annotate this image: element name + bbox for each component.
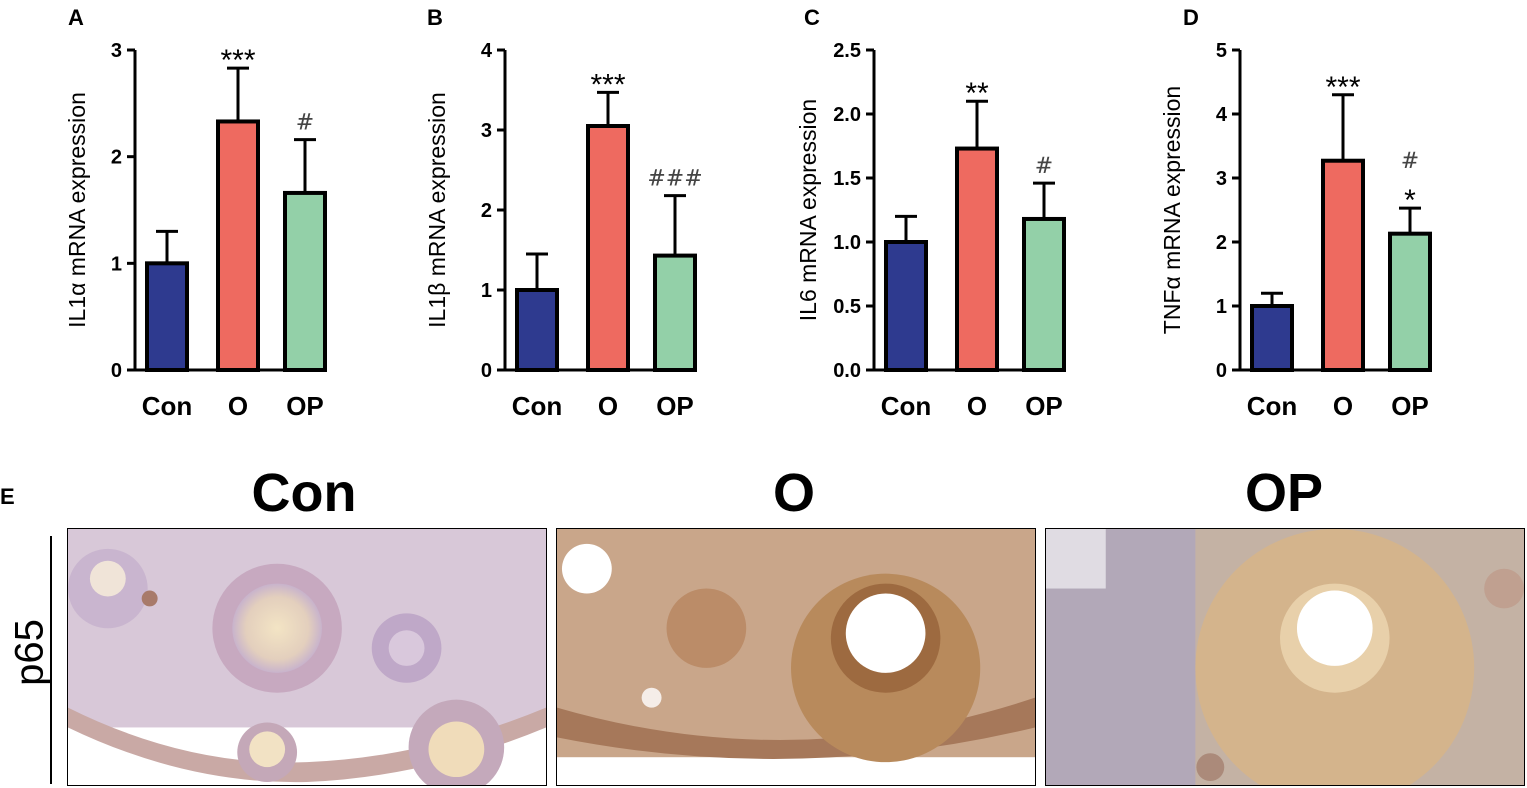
bar-con [884,240,928,372]
y-tick-label: 0.5 [833,296,861,318]
y-tick-label: 1 [481,280,492,302]
y-axis-label: IL1β mRNA expression [424,92,450,328]
significance-marker: ### [647,167,702,192]
significance-marker: # [296,111,314,136]
x-tick-label: OP [656,391,694,421]
chart-a: A IL1α mRNA expression 0 1 2 3 Con *** O # OP [64,5,327,421]
bar-o [586,124,630,372]
panel-letter-d: D [1183,5,1199,30]
x-tick-label: OP [1025,391,1063,421]
x-tick-label: O [967,391,987,421]
significance-marker: ** [965,77,989,110]
micrograph-op [1045,528,1525,786]
micrograph-con [67,528,547,786]
chart-c: C IL6 mRNA expression 0.0 0.5 1.0 1.5 2.0 2.5 Co… [795,5,1066,421]
chart-d: D TNFα mRNA expression 0 1 2 3 4 5 Con *** O # * OP [1159,5,1432,421]
x-tick-label: O [1333,391,1353,421]
significance-marker: * [1404,184,1416,217]
panel-letter-c: C [804,5,820,30]
x-tick-label: OP [286,391,324,421]
micrograph-op-image [1046,529,1524,785]
x-tick-label: O [228,391,248,421]
micrograph-o [556,528,1036,786]
chart-b: B IL1β mRNA expression 0 1 2 3 4 Con *** O ### OP [424,5,703,421]
x-tick-label: Con [1247,391,1298,421]
y-tick-label: 0.0 [833,360,861,382]
y-tick-label: 2.5 [833,40,861,62]
bar-o [1321,158,1365,372]
micrograph-title-o: O [772,463,815,523]
micrograph-o-image [557,529,1035,785]
y-tick-label: 3 [481,120,492,142]
bar-op [1388,231,1432,372]
micrograph-title-op: OP [1244,463,1324,523]
y-tick-label: 1.5 [833,168,861,190]
significance-marker: *** [1325,71,1360,104]
bar-con [145,261,189,373]
y-tick-label: 3 [1216,168,1227,190]
y-tick-label: 1.0 [833,232,861,254]
y-axis-label: TNFα mRNA expression [1159,86,1185,334]
bar-op [653,253,697,373]
bar-con [1250,304,1294,372]
row-label-p65: p65 [7,619,52,686]
significance-marker: # [1035,154,1053,179]
y-tick-label: 3 [111,40,122,62]
y-axis-label: IL6 mRNA expression [795,99,821,321]
y-tick-label: 0 [1216,360,1227,382]
bar-con [515,288,559,372]
micrograph-title-con: Con [251,463,357,523]
row-divider [50,536,52,784]
y-tick-label: 2 [111,147,122,169]
y-tick-label: 0 [481,360,492,382]
panel-letter-e: E [0,484,15,509]
y-tick-label: 4 [481,40,493,62]
y-tick-label: 0 [111,360,122,382]
x-tick-label: OP [1391,391,1429,421]
x-tick-label: Con [142,391,193,421]
significance-marker: *** [220,44,255,77]
bar-o [955,146,999,372]
micrograph-con-image [68,529,546,785]
significance-marker: # [1401,149,1419,174]
x-tick-label: Con [512,391,563,421]
y-tick-label: 2.0 [833,104,861,126]
bar-o [216,119,260,373]
x-tick-label: O [598,391,618,421]
panel-letter-a: A [68,5,84,30]
y-tick-label: 2 [481,200,492,222]
y-tick-label: 1 [1216,296,1227,318]
bar-op [283,190,327,372]
bar-op [1022,216,1066,372]
significance-marker: *** [590,68,625,101]
panel-letter-b: B [427,5,443,30]
y-tick-label: 1 [111,253,122,275]
x-tick-label: Con [881,391,932,421]
y-axis-label: IL1α mRNA expression [64,92,90,328]
y-tick-label: 4 [1216,104,1228,126]
y-tick-label: 5 [1216,40,1227,62]
y-tick-label: 2 [1216,232,1227,254]
